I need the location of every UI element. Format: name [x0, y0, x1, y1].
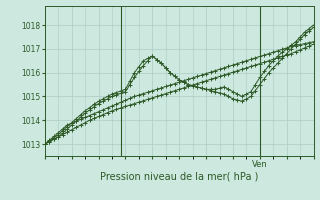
X-axis label: Pression niveau de la mer( hPa ): Pression niveau de la mer( hPa ) [100, 172, 258, 182]
